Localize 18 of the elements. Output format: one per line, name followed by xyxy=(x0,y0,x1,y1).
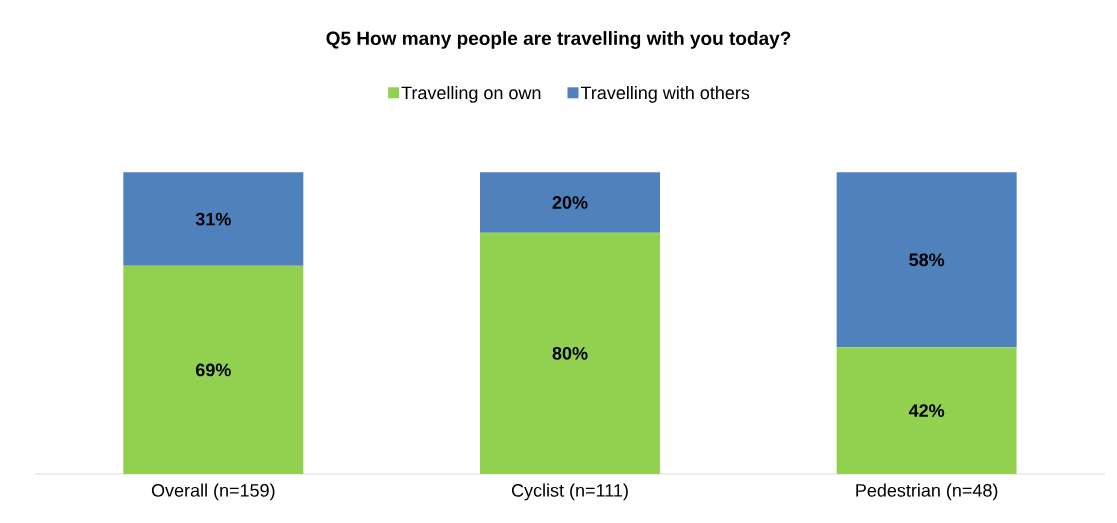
data-label: 20% xyxy=(552,196,588,209)
x-tick-label: Overall (n=159) xyxy=(151,483,275,501)
x-tick-label: Cyclist (n=111) xyxy=(511,483,628,501)
data-label: 58% xyxy=(909,253,945,267)
bar xyxy=(123,172,304,266)
bar xyxy=(123,265,304,474)
bar xyxy=(836,347,1017,474)
bar xyxy=(836,172,1017,348)
chart-title: Q5 How many people are travelling with you today? xyxy=(326,31,791,49)
x-tick-label: Pedestrian (n=48) xyxy=(856,483,998,501)
data-label: 42% xyxy=(908,404,945,417)
bar xyxy=(479,232,660,474)
legend-label: Travelling with others xyxy=(580,86,750,103)
legend-label: Travelling on own xyxy=(401,86,541,103)
data-label: 31% xyxy=(195,212,231,226)
data-label: 69% xyxy=(195,363,231,377)
bar xyxy=(479,172,660,233)
data-label: 80% xyxy=(552,346,588,360)
